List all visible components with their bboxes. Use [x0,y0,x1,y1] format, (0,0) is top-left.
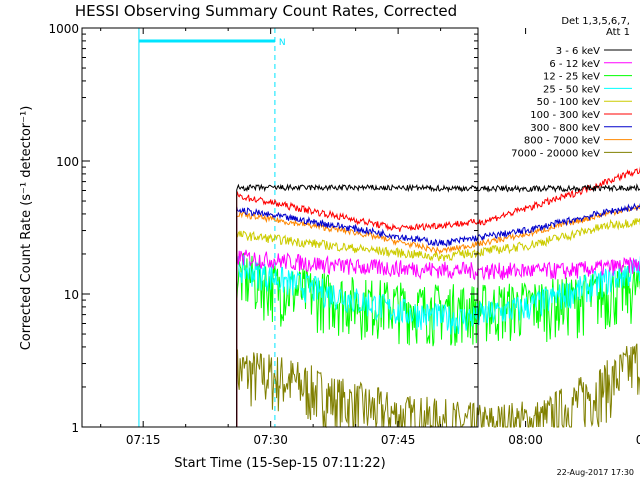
night-marker-label: N [279,38,286,48]
legend-header: Det 1,3,5,6,7, [561,16,630,27]
series-line [236,204,640,427]
legend-label: 6 - 12 keV [549,59,600,70]
legend: Det 1,3,5,6,7,Att 1 3 - 6 keV 6 - 12 keV 12… [511,16,632,159]
series-line [236,218,640,427]
axes: 07:1507:3007:4508:0008:1508:3008:4511010… [48,22,640,447]
plot-frame [81,27,479,428]
x-tick-label: 08:15 [636,433,640,447]
series-line [236,249,640,427]
x-tick-label: 07:45 [381,433,416,447]
plot-area: N [138,28,640,429]
legend-label: 3 - 6 keV [556,46,600,57]
legend-label: 100 - 300 keV [530,110,600,121]
legend-label: 7000 - 20000 keV [511,148,600,159]
legend-label: 12 - 25 keV [543,72,600,83]
series-line [236,252,640,427]
series-line [236,183,640,427]
x-tick-label: 07:15 [126,433,161,447]
series-line [236,255,640,427]
series-line [236,166,640,427]
date-stamp: 22-Aug-2017 17:30 [557,468,634,477]
x-tick-label: 07:30 [253,433,288,447]
legend-label: 25 - 50 keV [543,84,600,95]
series-line [236,343,640,429]
y-axis-label: Corrected Count Rate (s⁻¹ detector⁻¹) [19,106,34,351]
legend-header: Att 1 [606,27,630,38]
x-tick-label: 08:00 [508,433,543,447]
y-tick-label: 100 [56,155,79,169]
series-line [236,202,640,427]
legend-label: 50 - 100 keV [537,97,601,108]
y-tick-label: 1000 [48,22,79,36]
legend-label: 800 - 7000 keV [524,136,600,147]
y-tick-label: 10 [64,288,79,302]
y-tick-label: 1 [71,421,79,435]
legend-label: 300 - 800 keV [530,123,600,134]
chart-title: HESSI Observing Summary Count Rates, Cor… [75,2,457,20]
x-axis-label: Start Time (15-Sep-15 07:11:22) [174,456,385,471]
